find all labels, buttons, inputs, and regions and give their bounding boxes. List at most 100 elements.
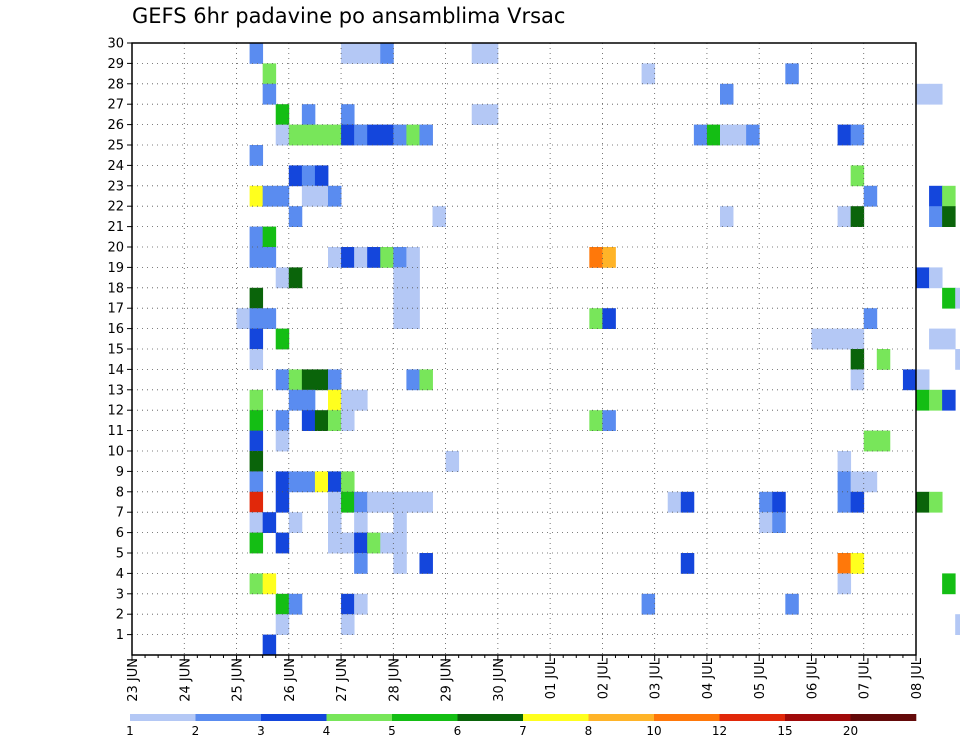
- x-tick-label: 26 JUN: [283, 658, 298, 702]
- heatmap-cell: [354, 532, 368, 554]
- heatmap-cell: [367, 491, 381, 513]
- heatmap-cell: [680, 553, 695, 574]
- heatmap-cell: [328, 124, 342, 146]
- heatmap-cell: [863, 308, 878, 329]
- heatmap-cell: [445, 451, 460, 472]
- heatmap-cell: [301, 104, 316, 125]
- heatmap-cell: [406, 247, 420, 268]
- heatmap-cell: [955, 349, 960, 370]
- heatmap-cell: [275, 593, 290, 615]
- heatmap-cell: [863, 471, 878, 493]
- heatmap-cell: [275, 267, 290, 289]
- heatmap-cell: [367, 532, 381, 554]
- heatmap-cell: [328, 369, 342, 391]
- y-tick-label: 5: [116, 547, 124, 562]
- y-tick-label: 26: [107, 118, 124, 133]
- y-tick-label: 20: [107, 241, 124, 256]
- colorbar-label: 15: [777, 724, 792, 738]
- heatmap-cell: [850, 165, 865, 187]
- heatmap-cell: [301, 369, 316, 391]
- heatmap-cell: [393, 308, 407, 329]
- y-tick-label: 21: [107, 220, 124, 235]
- y-tick-label: 12: [107, 404, 124, 419]
- x-tick-label: 08 JUL: [910, 657, 925, 699]
- heatmap-cell: [354, 43, 368, 64]
- heatmap-cell: [328, 491, 342, 513]
- heatmap-cell: [249, 532, 264, 554]
- heatmap-cell: [314, 124, 329, 146]
- heatmap-cell: [249, 512, 264, 533]
- y-tick-label: 15: [107, 343, 124, 358]
- heatmap-cell: [406, 491, 420, 513]
- heatmap-cell: [275, 532, 290, 554]
- grid-lines: [132, 43, 916, 655]
- heatmap-cell: [589, 308, 603, 329]
- y-tick-label: 16: [107, 322, 124, 337]
- heatmap-cell: [471, 43, 486, 64]
- colorbar-label: 10: [646, 724, 661, 738]
- heatmap-cell: [275, 369, 290, 391]
- colorbar-swatch: [195, 714, 262, 721]
- heatmap-cell: [380, 247, 394, 268]
- y-tick-label: 18: [107, 281, 124, 296]
- heatmap-cells: [236, 43, 960, 656]
- heatmap-cell: [314, 165, 329, 187]
- colorbar-swatch: [719, 714, 786, 721]
- heatmap-cell: [850, 206, 865, 227]
- heatmap-cell: [471, 104, 486, 125]
- heatmap-cell: [301, 410, 316, 431]
- heatmap-cell: [902, 369, 917, 391]
- colorbar-swatch: [588, 714, 655, 721]
- colorbar-label: 1: [126, 724, 134, 738]
- x-tick-label: 05 JUL: [753, 657, 768, 699]
- heatmap-cell: [314, 410, 329, 431]
- heatmap-cell: [236, 308, 250, 329]
- colorbar-label: 6: [454, 724, 462, 738]
- heatmap-cell: [288, 206, 303, 227]
- heatmap-cell: [406, 369, 420, 391]
- heatmap-cell: [850, 471, 865, 493]
- heatmap-cell: [262, 634, 277, 656]
- heatmap-cell: [249, 573, 264, 595]
- colorbar-swatch: [326, 714, 393, 721]
- heatmap-cell: [720, 83, 734, 105]
- heatmap-cell: [942, 287, 956, 309]
- heatmap-cell: [929, 267, 943, 289]
- heatmap-cell: [916, 389, 930, 411]
- colorbar-label: 3: [257, 724, 265, 738]
- heatmap-cell: [262, 247, 277, 268]
- heatmap-cell: [942, 185, 956, 207]
- heatmap-cell: [419, 124, 433, 146]
- x-tick-label: 24 JUN: [178, 658, 193, 702]
- heatmap-cell: [341, 593, 355, 615]
- heatmap-cell: [301, 124, 316, 146]
- heatmap-cell: [328, 247, 342, 268]
- heatmap-cell: [275, 124, 290, 146]
- heatmap-cell: [341, 43, 355, 64]
- heatmap-cell: [863, 185, 878, 207]
- heatmap-cell: [785, 593, 799, 615]
- heatmap-cell: [942, 328, 956, 350]
- heatmap-cell: [341, 532, 355, 554]
- x-tick-label: 03 JUL: [649, 657, 664, 699]
- colorbar-swatch: [392, 714, 458, 721]
- colorbar-swatch: [261, 714, 327, 721]
- heatmap-cell: [380, 124, 394, 146]
- heatmap-cell: [288, 389, 303, 411]
- y-tick-label: 10: [107, 445, 124, 460]
- heatmap-cell: [484, 104, 499, 125]
- heatmap-cell: [328, 410, 342, 431]
- heatmap-cell: [641, 593, 656, 615]
- x-tick-label: 01 JUL: [544, 657, 559, 699]
- heatmap-cell: [850, 491, 865, 513]
- heatmap-cell: [929, 185, 943, 207]
- colorbar-swatch: [654, 714, 720, 721]
- heatmap-cell: [328, 471, 342, 493]
- colorbar-label: 8: [585, 724, 593, 738]
- y-tick-label: 25: [107, 139, 124, 154]
- heatmap-cell: [393, 532, 407, 554]
- heatmap-cell: [288, 471, 303, 493]
- colorbar-label: 5: [388, 724, 396, 738]
- heatmap-cell: [772, 491, 786, 513]
